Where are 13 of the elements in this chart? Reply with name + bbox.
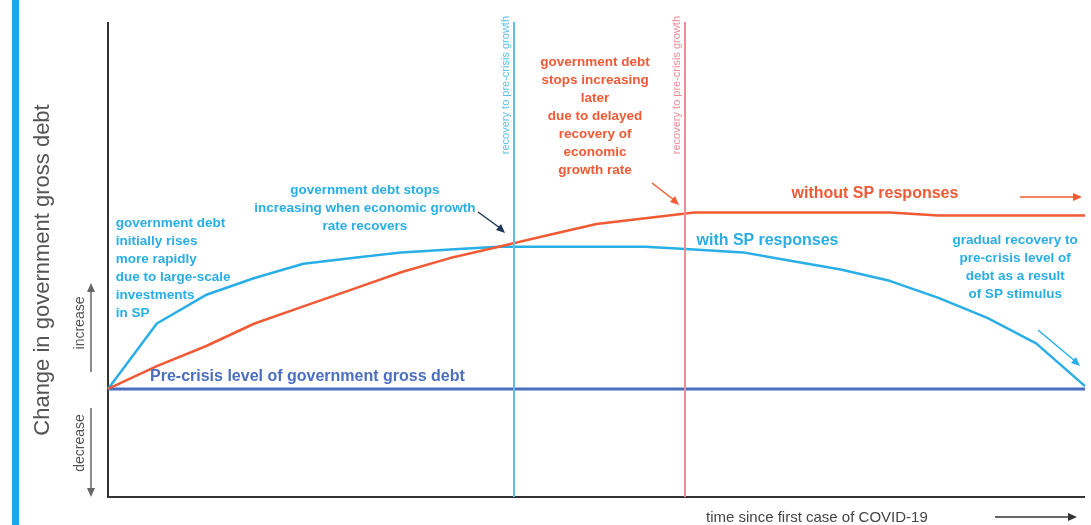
annotation: government debt initially rises more rapidly due to large-scale investments in SP xyxy=(115,215,232,321)
text: increase xyxy=(71,296,87,350)
text: decrease xyxy=(71,414,87,472)
text: government debt stops increasing later due to delayed recovery of economic growth rate xyxy=(540,53,651,177)
annotation: gradual recovery to pre-crisis level of debt as a result of SP stimulus xyxy=(952,231,1078,301)
series-label: with SP responses xyxy=(695,230,839,248)
series-label: without SP responses xyxy=(790,183,959,201)
annotation: government debt stops increasing when economic growth rate recovers xyxy=(254,181,476,233)
text: recovery to pre-crisis growth xyxy=(669,16,682,155)
ref-line-label: Pre-crisis level of government gross debt xyxy=(150,367,466,385)
y-axis-title: Change in government gross debt xyxy=(29,104,55,436)
text: recovery to pre-crisis growth xyxy=(498,16,511,155)
x-axis-title: time since first case of COVID-19 xyxy=(706,508,928,525)
